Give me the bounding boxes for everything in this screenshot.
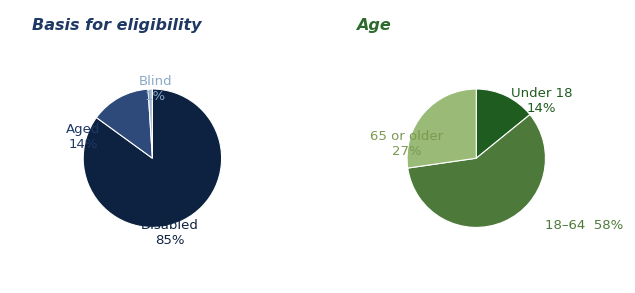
Text: Basis for eligibility: Basis for eligibility xyxy=(32,18,202,33)
Text: 18–64  58%: 18–64 58% xyxy=(545,219,624,232)
Text: 65 or older
27%: 65 or older 27% xyxy=(370,130,444,158)
Wedge shape xyxy=(407,89,476,168)
Text: Age: Age xyxy=(356,18,391,33)
Wedge shape xyxy=(83,89,222,227)
Wedge shape xyxy=(148,89,152,158)
Text: Blind
1%: Blind 1% xyxy=(138,75,172,103)
Wedge shape xyxy=(97,89,152,158)
Wedge shape xyxy=(476,89,530,158)
Text: Aged
14%: Aged 14% xyxy=(66,123,100,151)
Text: Under 18
14%: Under 18 14% xyxy=(511,86,572,115)
Text: Disabled
85%: Disabled 85% xyxy=(141,219,199,247)
Wedge shape xyxy=(408,115,545,227)
